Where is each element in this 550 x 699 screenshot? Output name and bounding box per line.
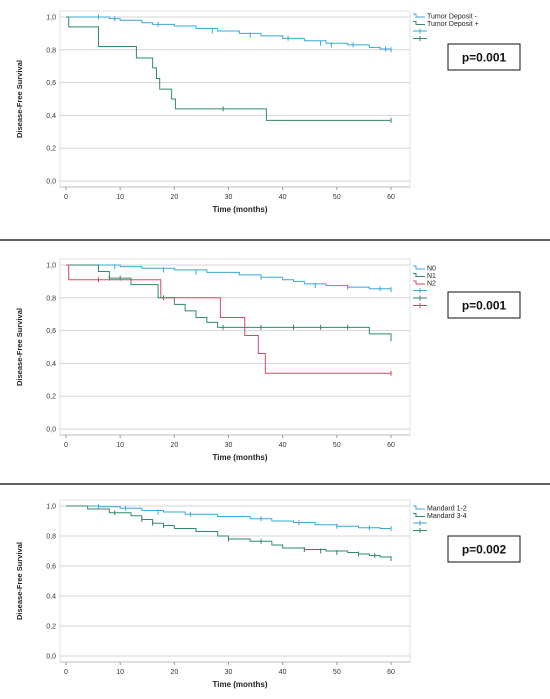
y-tick-label: 0,6 [46,564,56,571]
legend-swatch [413,513,425,517]
km-curve-3 [66,264,391,374]
plot-frame [59,499,411,663]
legend-swatch [413,21,425,25]
x-tick-label: 60 [387,669,395,676]
y-tick-label: 1,0 [46,504,56,511]
x-axis-title: Time (months) [213,205,268,214]
x-tick-label: 50 [333,669,341,676]
legend-label: N2 [427,281,436,288]
x-tick-label: 20 [170,194,178,201]
p-value-box [447,43,521,71]
y-tick-label: 0,0 [46,654,56,661]
y-tick-label: 0,2 [46,146,56,153]
x-tick-label: 40 [279,442,287,449]
y-tick-label: 0,6 [46,80,56,87]
y-axis-title: Disease-Free Survival [15,308,24,386]
y-tick-label: 0,4 [46,594,56,601]
km-curve-1 [66,16,392,50]
p-value-text: p=0.001 [462,51,507,65]
p-value-text: p=0.001 [462,299,507,313]
x-tick-label: 0 [64,194,68,201]
legend-swatch [413,13,425,18]
y-tick-label: 0,4 [46,113,56,120]
x-tick-label: 30 [225,194,233,201]
y-axis-title: Disease-Free Survival [15,542,24,620]
km-curve-2 [66,264,392,339]
y-tick-label: 0,0 [46,179,56,186]
plot-frame [59,10,411,188]
legend-swatch [413,505,425,510]
x-tick-label: 20 [170,442,178,449]
legend-label: Tumor Deposit - [427,14,478,21]
x-tick-label: 60 [387,442,395,449]
y-tick-label: 0,6 [46,328,56,335]
legend-label: Tumor Deposit + [427,21,479,28]
legend-label: Mandard 1-2 [427,506,467,513]
x-tick-label: 40 [279,194,287,201]
y-tick-label: 0,8 [46,534,56,541]
y-tick-label: 0,0 [46,427,56,434]
p-value-box [447,535,521,563]
x-tick-label: 10 [116,194,124,201]
p-value-box [447,291,521,319]
km-curve-2 [66,16,391,121]
x-tick-label: 50 [333,442,341,449]
x-tick-label: 10 [116,442,124,449]
x-tick-label: 30 [225,669,233,676]
x-tick-label: 30 [225,442,233,449]
p-value-text: p=0.002 [462,543,507,557]
plot-frame [59,258,411,436]
x-tick-label: 40 [279,669,287,676]
x-axis-title: Time (months) [213,680,268,689]
legend-swatch [413,265,425,270]
y-tick-label: 1,0 [46,15,56,22]
x-tick-label: 0 [64,442,68,449]
x-tick-label: 0 [64,669,68,676]
legend-label: N0 [427,266,436,273]
legend-swatch [413,280,425,285]
x-tick-label: 50 [333,194,341,201]
legend-label: N1 [427,273,436,280]
km-curve-1 [66,505,391,529]
y-tick-label: 0,2 [46,394,56,401]
y-tick-label: 0,8 [46,295,56,302]
y-tick-label: 0,2 [46,624,56,631]
x-tick-label: 20 [170,669,178,676]
y-tick-label: 0,4 [46,361,56,368]
legend-swatch [413,273,425,277]
legend-label: Mandard 3-4 [427,513,467,520]
y-tick-label: 0,8 [46,47,56,54]
x-tick-label: 10 [116,669,124,676]
x-axis-title: Time (months) [213,453,268,462]
x-tick-label: 60 [387,194,395,201]
y-tick-label: 1,0 [46,263,56,270]
y-axis-title: Disease-Free Survival [15,60,24,138]
